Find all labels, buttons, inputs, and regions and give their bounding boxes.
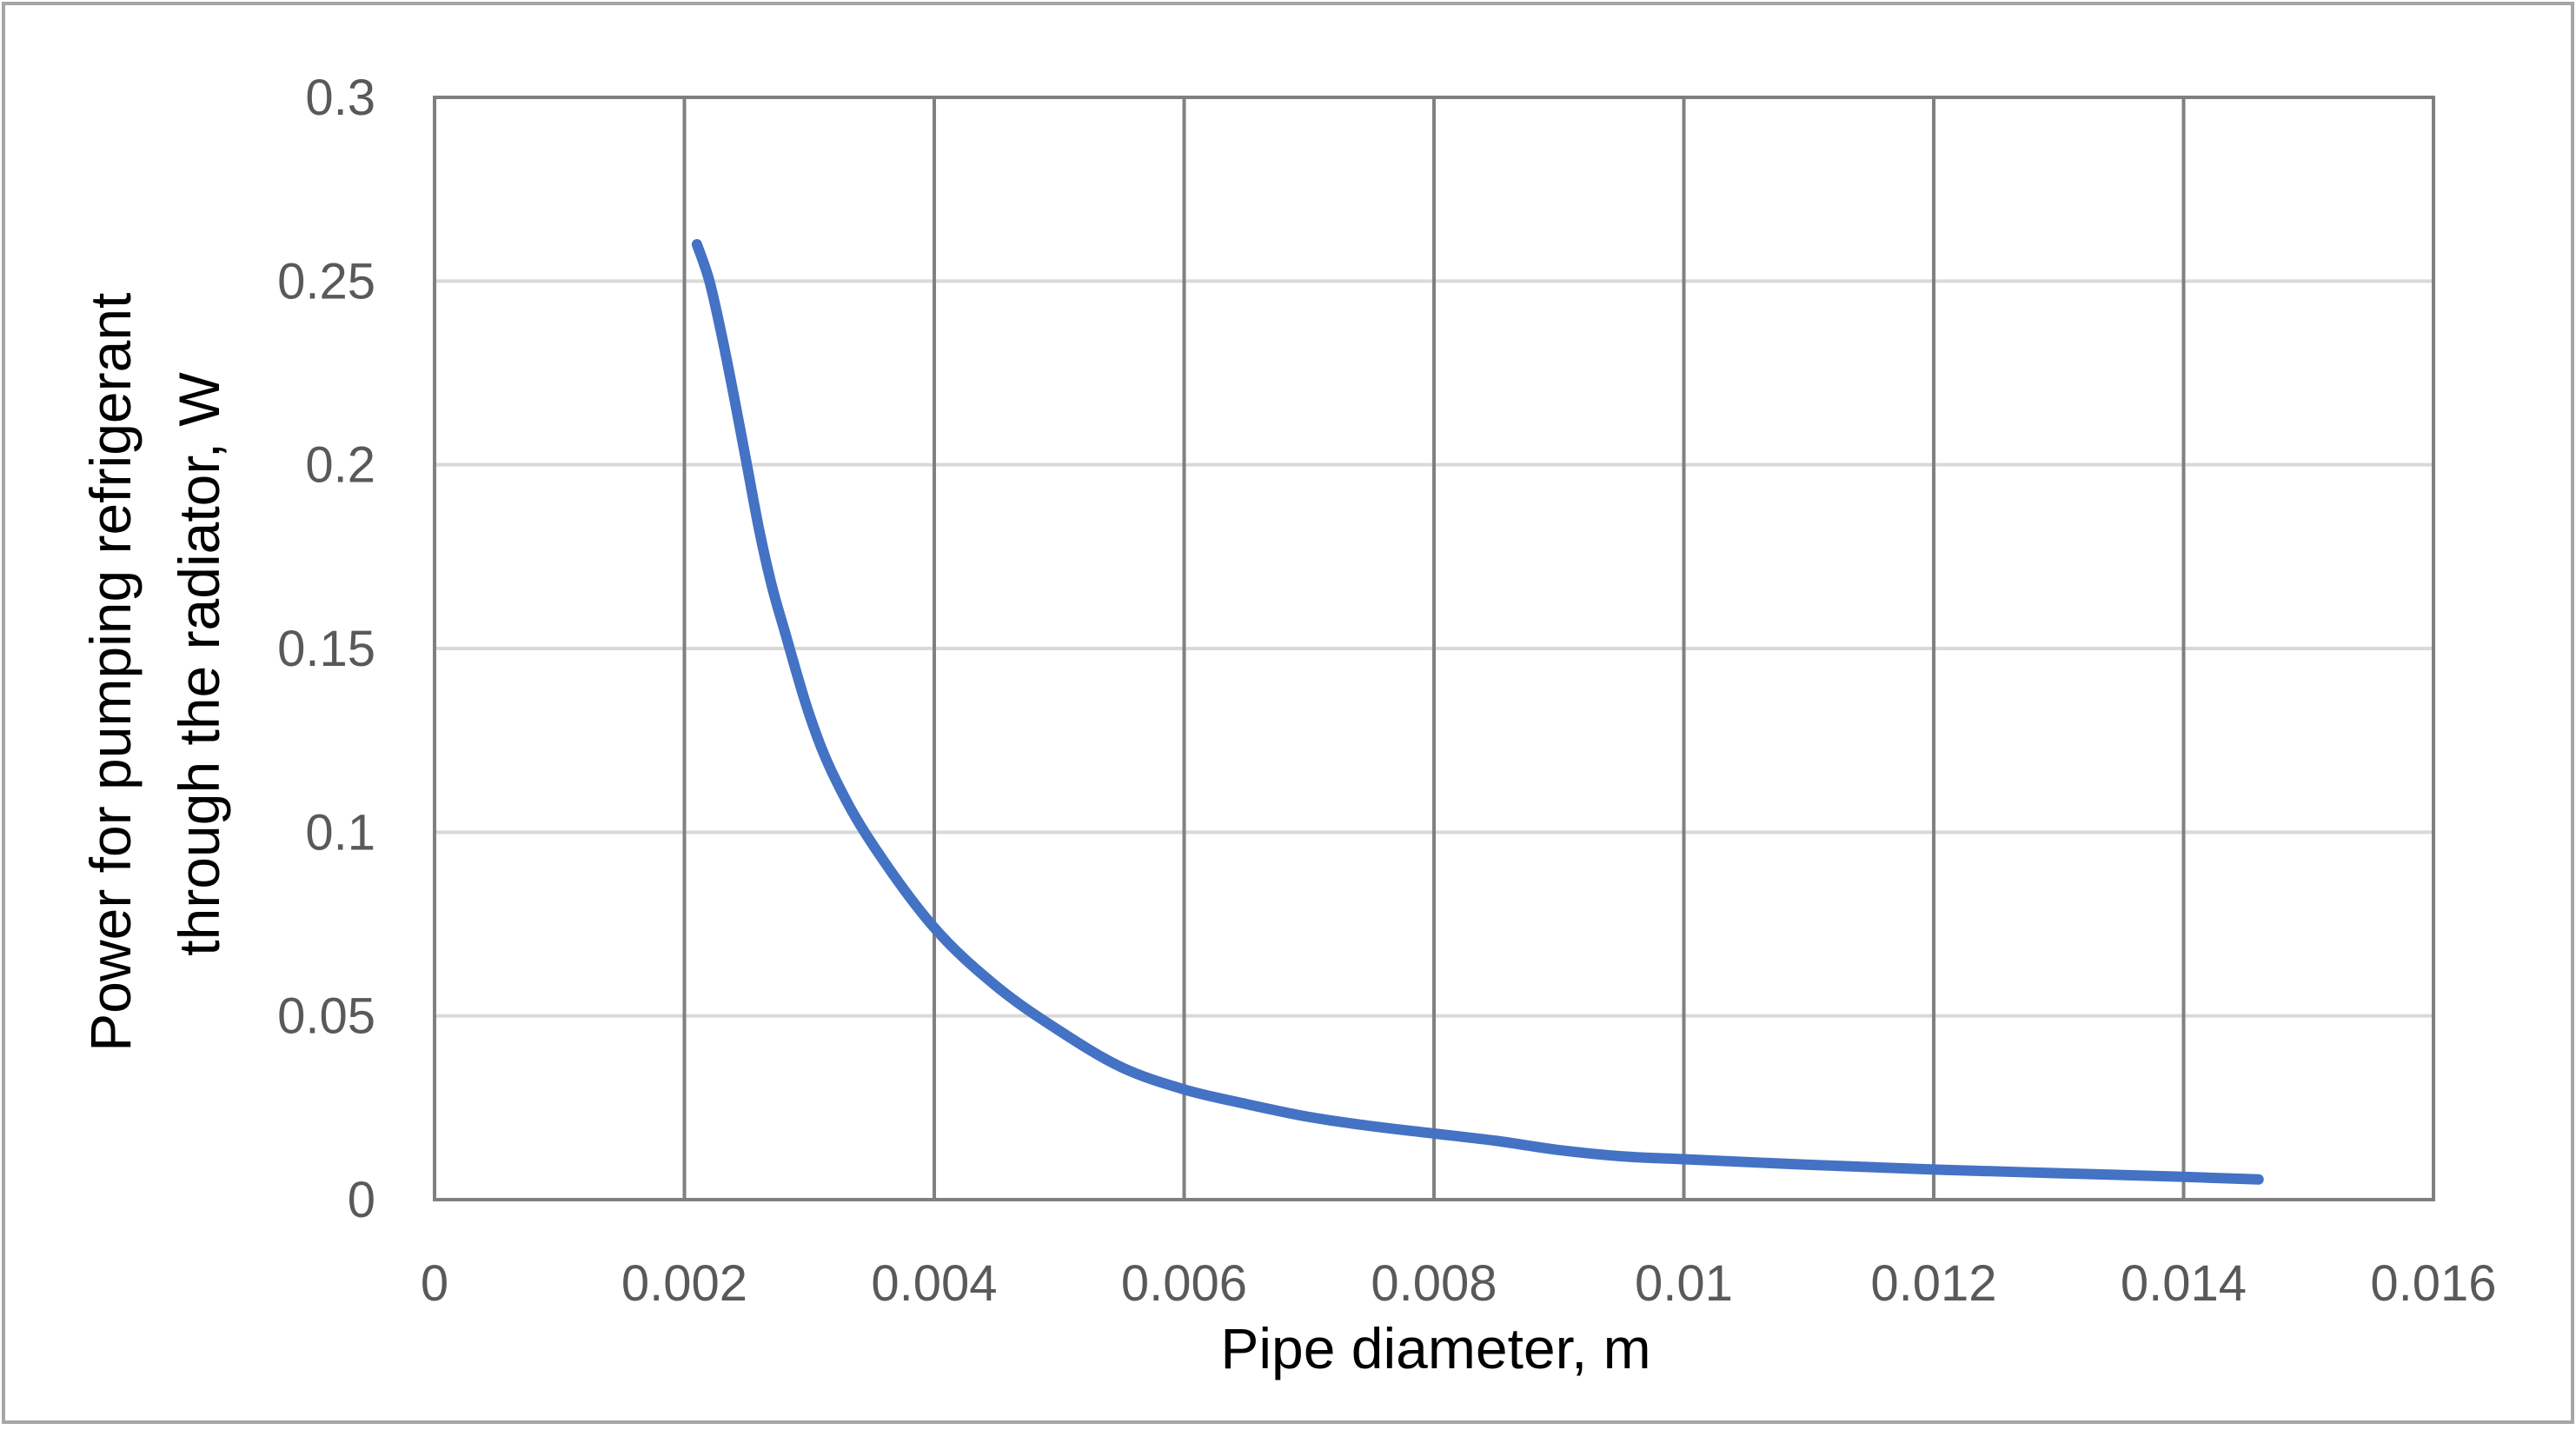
y-tick-label: 0.3 <box>305 70 375 126</box>
plot-frame <box>433 96 2435 1201</box>
y-tick-label: 0 <box>348 1172 375 1228</box>
y-axis-title-line-1: Power for pumping refrigerant <box>78 293 143 1052</box>
y-axis-title: Power for pumping refrigerant through th… <box>78 276 231 1051</box>
vertical-grid <box>682 97 2186 1200</box>
x-tick-label: 0 <box>421 1255 448 1312</box>
y-axis-title-line-2: through the radiator, W <box>167 372 231 956</box>
x-tick-label: 0.016 <box>2370 1255 2496 1312</box>
x-tick-label: 0.01 <box>1635 1255 1733 1312</box>
x-tick-label: 0.006 <box>1121 1255 1247 1312</box>
x-axis-title: Pipe diameter, m <box>1220 1316 1650 1380</box>
series-line <box>691 239 2264 1185</box>
y-tick-label: 0.25 <box>277 253 375 309</box>
x-tick-label: 0.004 <box>871 1255 997 1312</box>
series-layer <box>691 239 2264 1185</box>
x-tick-label: 0.012 <box>1870 1255 1996 1312</box>
x-tick-label: 0.014 <box>2121 1255 2247 1312</box>
x-tick-labels: 0 0.002 0.004 0.006 0.008 0.01 0.012 0.014 0.016 <box>421 1255 2497 1312</box>
y-tick-label: 0.2 <box>305 437 375 494</box>
plot-area-border <box>433 96 2435 1201</box>
y-tick-label: 0.1 <box>305 804 375 861</box>
y-tick-label: 0.15 <box>277 621 375 677</box>
x-tick-label: 0.002 <box>621 1255 747 1312</box>
x-tick-label: 0.008 <box>1371 1255 1497 1312</box>
y-tick-label: 0.05 <box>277 988 375 1045</box>
y-tick-labels: 0 0.05 0.1 0.15 0.2 0.25 0.3 <box>277 70 375 1228</box>
